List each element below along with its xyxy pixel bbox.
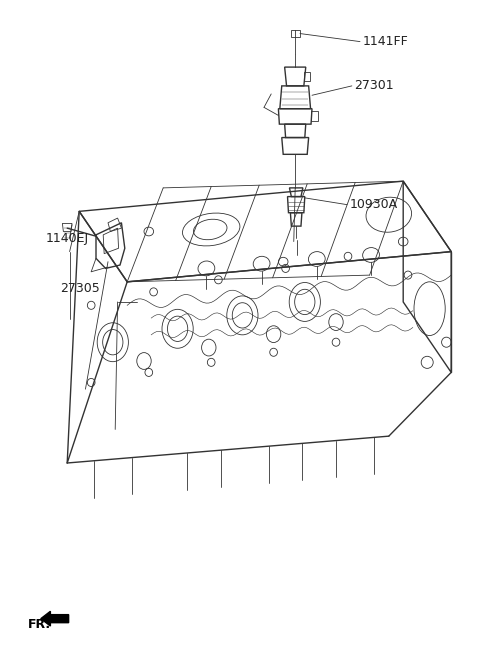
Text: 27305: 27305 — [60, 282, 100, 295]
Text: 1140EJ: 1140EJ — [46, 231, 89, 245]
Text: 1141FF: 1141FF — [362, 35, 408, 48]
Text: 10930A: 10930A — [349, 198, 397, 211]
FancyArrow shape — [41, 611, 69, 626]
Text: 27301: 27301 — [354, 79, 394, 93]
Text: FR.: FR. — [28, 617, 51, 631]
